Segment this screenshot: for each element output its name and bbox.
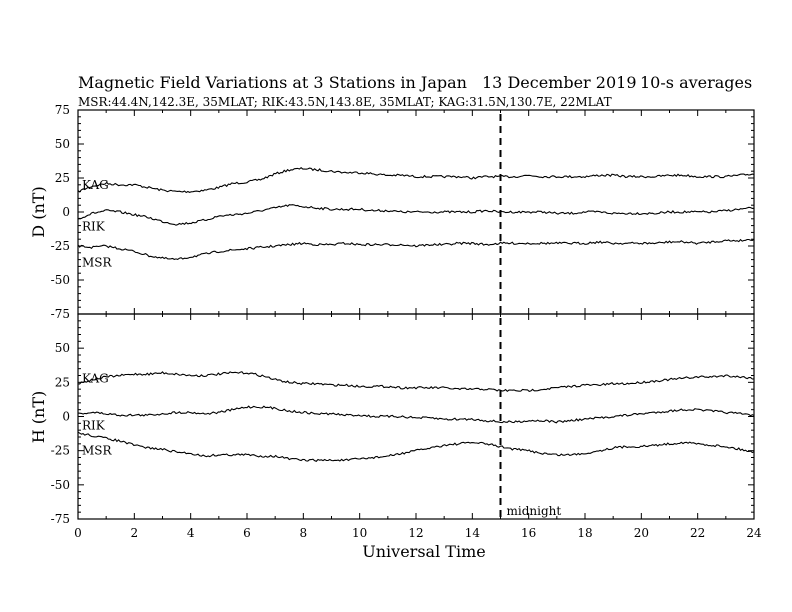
- series-line-msr: [77, 238, 755, 261]
- x-tick-label: 16: [521, 526, 536, 540]
- series-line-rik: [77, 405, 755, 424]
- y-tick-label: 25: [55, 171, 70, 185]
- y-tick-label: -25: [51, 444, 70, 458]
- y-tick-label: -75: [51, 307, 70, 321]
- y-tick-label: -50: [51, 273, 70, 287]
- panel-h: [77, 313, 755, 520]
- series-line-msr: [77, 431, 755, 462]
- chart-date: 13 December 2019: [482, 73, 637, 92]
- x-tick-label: 8: [300, 526, 308, 540]
- series-line-kag: [77, 166, 755, 194]
- x-tick-label: 0: [74, 526, 82, 540]
- y-tick-label: 75: [55, 103, 70, 117]
- x-tick-label: 20: [634, 526, 649, 540]
- x-tick-label: 18: [577, 526, 592, 540]
- h-axis-label: H (nT): [29, 391, 48, 444]
- chart-averaging: 10-s averages: [640, 73, 752, 92]
- y-tick-label: 50: [55, 341, 70, 355]
- panel-h-frame: [77, 313, 755, 520]
- series-line-rik: [77, 204, 755, 226]
- series-label-rik: RIK: [82, 418, 106, 432]
- x-tick-label: 6: [243, 526, 251, 540]
- x-axis-label: Universal Time: [362, 542, 485, 561]
- x-tick-label: 24: [746, 526, 762, 540]
- series-label-msr: MSR: [82, 255, 113, 269]
- y-tick-label: 25: [55, 375, 70, 389]
- series-label-kag: KAG: [82, 178, 109, 192]
- midnight-label: midnight: [507, 504, 562, 518]
- y-tick-label: 50: [55, 137, 70, 151]
- stations-line: MSR:44.4N,142.3E, 35MLAT; RIK:43.5N,143.…: [78, 95, 612, 109]
- x-tick-label: 2: [131, 526, 139, 540]
- series-label-kag: KAG: [82, 372, 109, 386]
- chart-title: Magnetic Field Variations at 3 Stations …: [78, 73, 467, 92]
- y-tick-label: 0: [62, 205, 70, 219]
- series-label-msr: MSR: [82, 444, 113, 458]
- d-axis-label: D (nT): [29, 186, 48, 237]
- y-tick-label: -50: [51, 478, 70, 492]
- x-tick-label: 10: [352, 526, 367, 540]
- y-tick-label: 0: [62, 410, 70, 424]
- x-tick-label: 22: [690, 526, 705, 540]
- series-label-rik: RIK: [82, 219, 106, 233]
- x-tick-label: 4: [187, 526, 195, 540]
- x-tick-label: 14: [465, 526, 481, 540]
- y-tick-label: -75: [51, 512, 70, 526]
- x-tick-label: 12: [408, 526, 423, 540]
- y-tick-label: -25: [51, 239, 70, 253]
- series-line-kag: [78, 371, 755, 393]
